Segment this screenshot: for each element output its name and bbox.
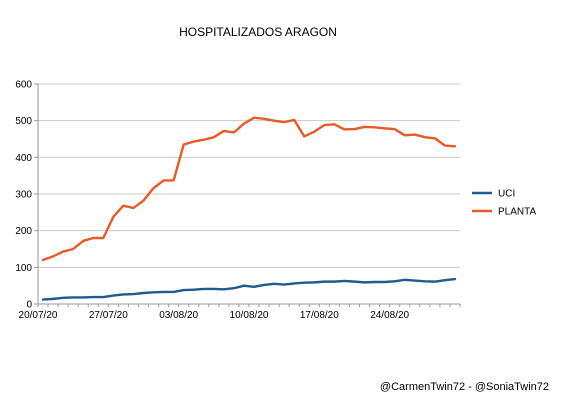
y-axis-ticks: 0 100 200 300 400 500 600 [15,80,38,311]
x-tick-label: 17/08/20 [300,310,339,321]
x-tick-label: 24/08/20 [370,310,409,321]
x-axis-ticks: 20/07/20 27/07/20 03/08/20 10/08/20 17/08/20… [19,304,461,321]
legend-label-uci: UCI [498,189,515,200]
credit-text: @CarmenTwin72 - @SoniaTwin72 [380,381,549,393]
series-lines [41,116,457,301]
x-tick-label: 27/07/20 [89,310,128,321]
y-tick-label: 200 [15,226,32,237]
x-tick-label: 20/07/20 [19,310,58,321]
series-line-uci [41,277,457,301]
y-tick-label: 300 [15,190,32,201]
x-tick-label: 03/08/20 [159,310,198,321]
y-tick-label: 600 [15,80,32,91]
y-tick-label: 400 [15,153,32,164]
legend-label-planta: PLANTA [498,207,536,218]
y-tick-label: 100 [15,263,32,274]
y-tick-label: 500 [15,116,32,127]
chart-title: HOSPITALIZADOS ARAGON [179,25,337,39]
y-tick-label: 0 [26,300,32,311]
x-tick-label: 10/08/20 [230,310,269,321]
legend: UCI PLANTA [472,189,536,218]
series-line-planta [41,116,457,262]
